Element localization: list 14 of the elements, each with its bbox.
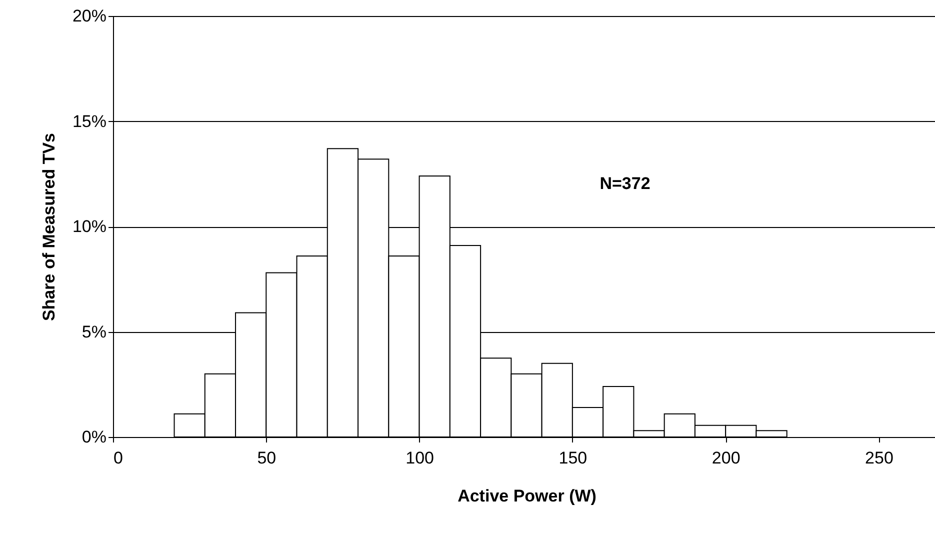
x-tick-label: 250 [865,448,894,468]
x-tick-label: 50 [257,448,276,468]
x-tick-label: 150 [558,448,588,468]
x-tick-label: 0 [114,448,123,468]
y-tick-label: 15% [72,112,106,131]
y-axis-title: Share of Measured TVs [39,132,58,322]
x-tick-label: 200 [712,448,740,468]
annotation: N=372 [600,174,650,193]
x-axis-title: Active Power (W) [458,486,596,506]
y-tick-label: 10% [72,217,106,236]
x-tick-label: 100 [406,448,434,468]
y-tick-label: 5% [82,322,106,342]
y-tick-label: 0% [82,428,106,446]
y-tick-label: 20% [72,6,106,26]
